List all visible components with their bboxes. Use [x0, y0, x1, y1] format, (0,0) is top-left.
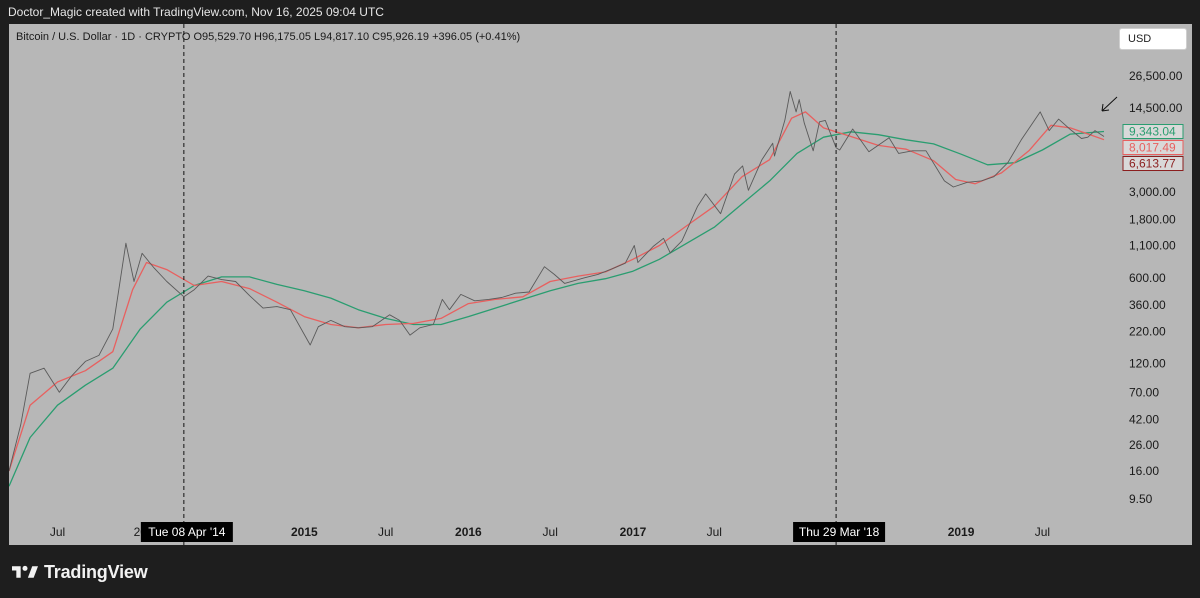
symbol-legend: Bitcoin / U.S. Dollar · 1D · CRYPTO O95,… [16, 31, 520, 43]
y-tick-label: 600.00 [1129, 271, 1166, 285]
date-badge-label-0: Tue 08 Apr '14 [148, 525, 226, 539]
price-label-slow_ma: 9,343.04 [1129, 125, 1176, 139]
date-badge-box-0 [140, 522, 233, 542]
price-label-box-slow_ma [1122, 124, 1184, 140]
high-label: H [254, 31, 262, 43]
y-tick-label: 3,000.00 [1129, 185, 1176, 199]
y-tick-label: 120.00 [1129, 357, 1166, 371]
close-value: 95,926.19 [380, 31, 430, 43]
price-label-box-price [1122, 156, 1184, 172]
x-tick-label: 2019 [948, 525, 975, 539]
y-tick-label: 14,500.00 [1129, 101, 1183, 115]
change-value: +396.05 (+0.41%) [432, 31, 521, 43]
series-line-slow_ma [9, 130, 1105, 487]
series-line-price [9, 91, 1105, 472]
y-tick-label: 220.00 [1129, 324, 1166, 338]
price-label-fast_ma: 8,017.49 [1129, 141, 1176, 155]
price-chart[interactable]: 26,500.0014,500.005,000.003,000.001,800.… [9, 24, 1192, 545]
y-tick-label: 1,100.00 [1129, 239, 1176, 253]
y-tick-label: 42.00 [1129, 413, 1159, 427]
symbol-title: Bitcoin / U.S. Dollar · 1D · CRYPTO [16, 31, 191, 43]
price-label-box-fast_ma [1122, 140, 1184, 156]
low-label: L [314, 31, 321, 43]
tradingview-logo[interactable]: TradingView [12, 561, 148, 583]
x-tick-label: 2016 [455, 525, 482, 539]
brand-name: TradingView [44, 561, 148, 582]
high-value: 96,175.05 [262, 31, 311, 43]
y-tick-label: 16.00 [1129, 464, 1159, 478]
tradingview-icon [12, 565, 38, 578]
y-tick-label: 360.00 [1129, 298, 1166, 312]
x-tick-label: Jul [543, 525, 558, 539]
x-tick-label: 2017 [620, 525, 647, 539]
x-tick-label: Jul [1035, 525, 1050, 539]
open-value: 95,529.70 [202, 31, 251, 43]
date-badge-label-1: Thu 29 Mar '18 [799, 525, 880, 539]
y-tick-label: 1,800.00 [1129, 212, 1176, 226]
currency-button[interactable]: USD [1119, 28, 1187, 50]
low-value: 94,817.10 [320, 31, 370, 43]
open-label: O [193, 31, 203, 43]
x-tick-label: Jul [707, 525, 722, 539]
y-tick-label: 70.00 [1129, 385, 1159, 399]
y-tick-label: 9.50 [1129, 492, 1153, 506]
x-tick-label: 2015 [291, 525, 318, 539]
date-badge-box-1 [793, 522, 886, 542]
price-label-price: 6,613.77 [1129, 157, 1176, 171]
x-tick-label: Jul [50, 525, 65, 539]
y-tick-label: 26,500.00 [1129, 69, 1183, 83]
chart-area[interactable]: 26,500.0014,500.005,000.003,000.001,800.… [9, 24, 1192, 545]
y-tick-label: 26.00 [1129, 438, 1159, 452]
x-tick-label: Jul [378, 525, 393, 539]
attribution-text: Doctor_Magic created with TradingView.co… [8, 5, 384, 19]
series-line-fast_ma [9, 111, 1105, 472]
close-label: C [372, 31, 381, 43]
arrow-icon [1101, 96, 1118, 112]
